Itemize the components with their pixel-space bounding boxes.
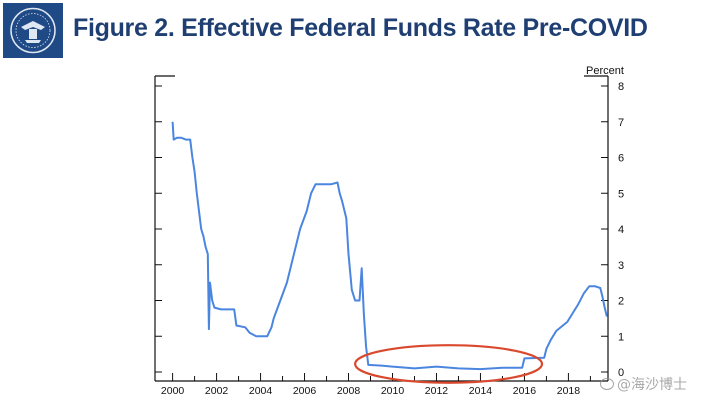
x-tick-label: 2000 [161,385,185,397]
y-tick-label: 5 [618,188,624,200]
y-tick-label: 8 [618,81,624,93]
chart-axes: 0 1 2 3 4 5 6 7 8 Percent 2000 2002 2004 2006 2008 2010… [154,65,624,397]
weibo-watermark: @海沙博士 [600,374,687,394]
x-tick-label: 2002 [205,385,229,397]
x-tick-label: 2010 [381,385,405,397]
y-tick-label: 0 [618,367,624,379]
page-title: Figure 2. Effective Federal Funds Rate P… [73,14,648,42]
x-tick-label: 2004 [249,385,273,397]
x-tick-label: 2016 [513,385,537,397]
chart-marks [171,121,608,371]
slide-header: Figure 2. Effective Federal Funds Rate P… [0,0,712,60]
y-tick-label: 4 [618,224,624,236]
watermark-text: @海沙博士 [617,377,687,393]
y-tick-label: 3 [618,260,624,272]
x-tick-label: 2006 [293,385,317,397]
y-tick-label: 2 [618,296,624,308]
y-tick-label: 1 [618,331,624,343]
zlb-highlight-ellipse [354,344,544,384]
weibo-icon [600,378,614,390]
x-tick-label: 2012 [425,385,449,397]
y-axis-label: Percent [586,65,624,77]
x-tick-label: 2018 [557,385,581,397]
x-tick-label: 2014 [469,385,493,397]
federal-reserve-seal-icon [3,3,63,58]
series-line-effective-ffr [171,121,608,371]
y-tick-label: 7 [618,117,624,129]
y-tick-label: 6 [618,153,624,165]
chart-annotations [354,344,544,384]
x-tick-label: 2008 [337,385,361,397]
